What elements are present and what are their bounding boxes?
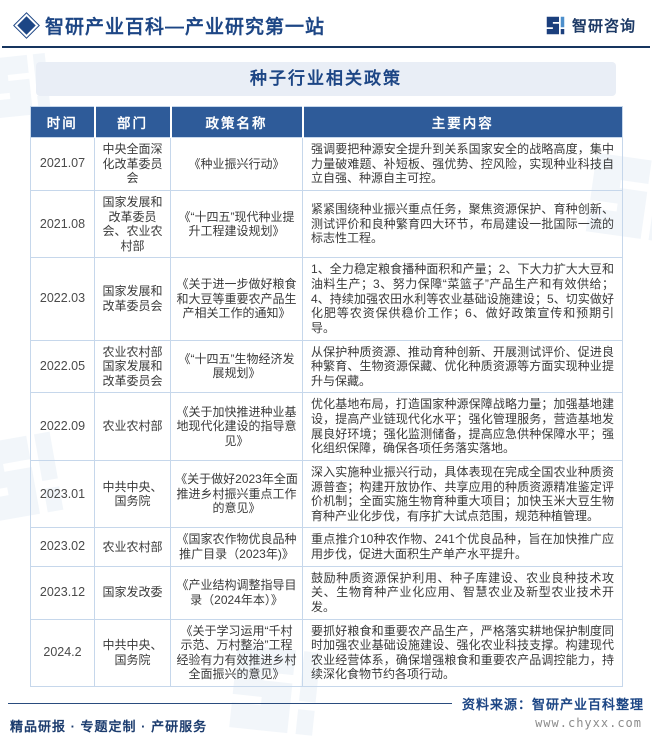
policy-table: 时间 部门 政策名称 主要内容 2021.07 中央全面深化改革委员会 《种业振… — [30, 106, 623, 687]
brand-title: 智研产业百科—产业研究第一站 — [45, 17, 326, 38]
diamond-icon — [17, 16, 36, 35]
cell-department: 中共中央、国务院 — [94, 459, 171, 529]
page-title: 种子行业相关政策 — [250, 69, 402, 88]
cell-date: 2022.03 — [30, 257, 95, 341]
footer-bottom-row: 精品研报 · 专题定制 · 产研服务 www.chyxx.com — [8, 716, 644, 735]
cell-policy-name: 《关于加快推进种业基地现代化建设的指导意见》 — [170, 392, 303, 461]
cell-department: 国家发展和改革委员会 — [94, 257, 171, 341]
cell-policy-name: 《国家农作物优良品种推广目录（2023年)》 — [170, 527, 303, 567]
footer: 资料来源：智研产业百科整理 精品研报 · 专题定制 · 产研服务 www.chy… — [8, 694, 644, 735]
cell-main-content: 要抓好粮食和重要农产品生产，严格落实耕地保护制度同时加强农业基础设施建设、强化农… — [302, 618, 623, 687]
cell-date: 2024.2 — [30, 618, 95, 687]
cell-department: 农业农村部 — [94, 527, 171, 567]
cell-date: 2021.08 — [30, 189, 95, 259]
cell-main-content: 深入实施种业振兴行动，具体表现在完成全国农业种质资源普查；构建开放协作、共享应用… — [302, 459, 623, 529]
cell-main-content: 从保护种质资源、推动育种创新、开展测试评价、促进良种繁育、生物资源保藏、优化种质… — [302, 339, 623, 394]
cell-main-content: 重点推介10种农作物、241个优良品种，旨在加快推广应用步伐，促进大面积生产单产… — [302, 527, 623, 567]
column-header-policy: 政策名称 — [169, 106, 303, 138]
cell-department: 中央全面深化改革委员会 — [94, 137, 171, 191]
source-row: 资料来源：智研产业百科整理 — [8, 694, 644, 713]
top-header: 智研产业百科—产业研究第一站 智研咨询 — [2, 0, 650, 48]
cell-department: 农业农村部 — [94, 392, 171, 461]
source-label: 资料来源：智研产业百科整理 — [461, 697, 644, 712]
page-title-bar: 种子行业相关政策 — [36, 62, 616, 96]
table-row: 2022.03 国家发展和改革委员会 《关于进一步做好粮食和大豆等重要农产品生产… — [30, 257, 623, 341]
cell-date: 2022.05 — [30, 339, 95, 394]
column-header-time: 时间 — [30, 106, 95, 138]
cell-date: 2022.09 — [30, 392, 95, 461]
table-row: 2021.08 国家发展和改革委员会、农业农村部 《“十四五”现代种业提升工程建… — [30, 189, 623, 259]
table-row: 2023.01 中共中央、国务院 《关于做好2023年全面推进乡村振兴重点工作的… — [30, 459, 623, 529]
cell-policy-name: 《“十四五”生物经济发展规划》 — [170, 339, 303, 394]
cell-main-content: 优化基地布局，打造国家种源保障战略力量；加强基地建设，提高产业链现代化水平；强化… — [302, 392, 623, 461]
cell-department: 国家发改委 — [94, 565, 171, 620]
cell-policy-name: 《关于做好2023年全面推进乡村振兴重点工作的意见》 — [170, 459, 303, 529]
cell-department: 中共中央、国务院 — [94, 618, 171, 687]
table-row: 2024.2 中共中央、国务院 《关于学习运用“千村示范、万村整治”工程经验有力… — [30, 618, 623, 687]
services-label: 精品研报 · 专题定制 · 产研服务 — [10, 719, 208, 734]
logo-mark-icon — [546, 16, 565, 35]
cell-date: 2021.07 — [30, 137, 95, 191]
cell-main-content: 鼓励种质资源保护利用、种子库建设、农业良种技术攻关、生物育种产业化应用、智慧农业… — [302, 565, 623, 620]
table-row: 2023.12 国家发改委 《产业结构调整指导目录（2024年本）》 鼓励种质资… — [30, 565, 623, 620]
company-logo: 智研咨询 — [545, 15, 640, 36]
source-divider-line — [8, 703, 452, 704]
table-row: 2021.07 中央全面深化改革委员会 《种业振兴行动》 强调要把种源安全提升到… — [30, 137, 623, 191]
cell-policy-name: 《关于学习运用“千村示范、万村整治”工程经验有力有效推进乡村全面振兴的意见》 — [170, 618, 303, 687]
cell-date: 2023.12 — [30, 565, 95, 620]
cell-department: 国家发展和改革委员会、农业农村部 — [94, 189, 171, 259]
table-row: 2022.09 农业农村部 《关于加快推进种业基地现代化建设的指导意见》 优化基… — [30, 392, 623, 461]
brand: 智研产业百科—产业研究第一站 — [14, 12, 325, 39]
site-url[interactable]: www.chyxx.com — [535, 716, 642, 730]
column-header-content: 主要内容 — [301, 106, 623, 138]
policy-table-body: 2021.07 中央全面深化改革委员会 《种业振兴行动》 强调要把种源安全提升到… — [30, 137, 623, 687]
cell-main-content: 紧紧围绕种业振兴重点任务，聚焦资源保护、育种创新、测试评价和良种繁育四大环节，布… — [302, 189, 623, 259]
logo-text: 智研咨询 — [571, 18, 636, 35]
cell-main-content: 强调要把种源安全提升到关系国家安全的战略高度，集中力量破难题、补短板、强优势、控… — [302, 137, 623, 191]
cell-department: 农业农村部国家发展和改革委员会 — [94, 339, 171, 394]
cell-policy-name: 《产业结构调整指导目录（2024年本）》 — [170, 565, 303, 620]
table-row: 2022.05 农业农村部国家发展和改革委员会 《“十四五”生物经济发展规划》 … — [30, 339, 623, 394]
table-row: 2023.02 农业农村部 《国家农作物优良品种推广目录（2023年)》 重点推… — [30, 527, 623, 567]
cell-policy-name: 《“十四五”现代种业提升工程建设规划》 — [170, 189, 303, 259]
cell-date: 2023.02 — [30, 527, 95, 567]
cell-policy-name: 《关于进一步做好粮食和大豆等重要农产品生产相关工作的通知》 — [170, 257, 303, 341]
cell-policy-name: 《种业振兴行动》 — [170, 137, 303, 191]
cell-main-content: 1、全力稳定粮食播种面积和产量；2、下大力扩大大豆和油料生产；3、努力保障“菜篮… — [302, 257, 623, 341]
cell-date: 2023.01 — [30, 459, 95, 529]
column-header-dept: 部门 — [93, 106, 171, 138]
table-header: 时间 部门 政策名称 主要内容 — [30, 106, 623, 138]
